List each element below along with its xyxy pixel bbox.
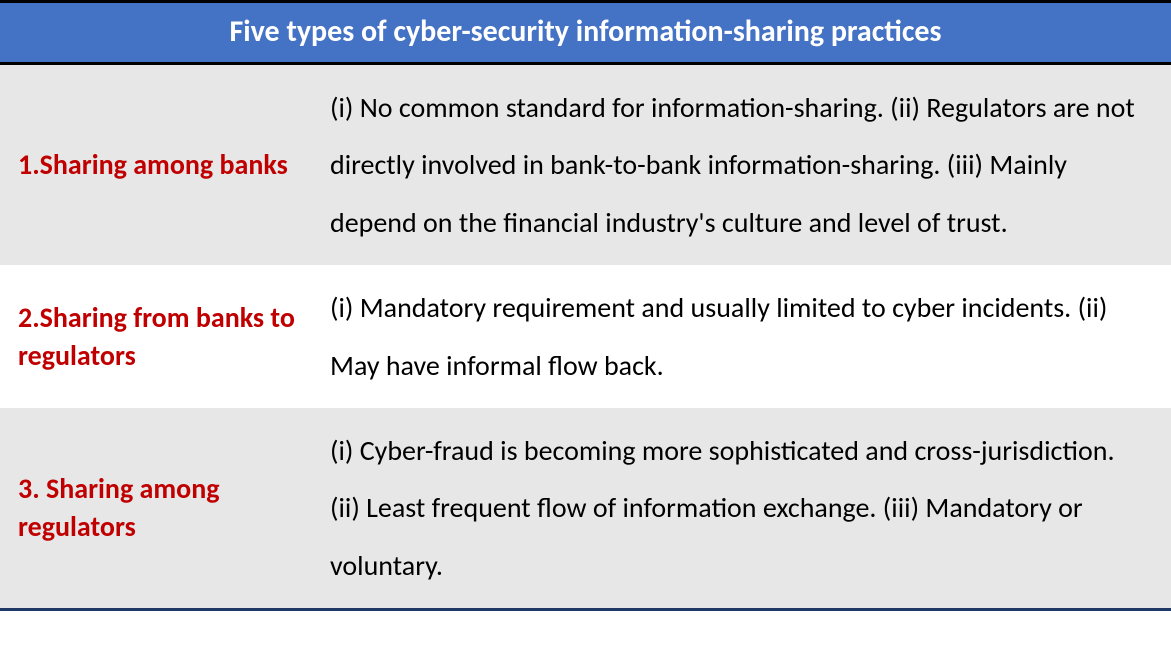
table-row: 3. Sharing among regulators (i) Cyber-fr… [0,408,1171,608]
table-header-text: Five types of cyber-security information… [230,13,942,50]
table-row: 1.Sharing among banks (i) No common stan… [0,65,1171,265]
row-desc: (i) Mandatory requirement and usually li… [320,265,1171,408]
row-label: 3. Sharing among regulators [0,408,320,608]
row-label: 2.Sharing from banks to regulators [0,265,320,408]
table-header: Five types of cyber-security information… [0,3,1171,65]
row-desc: (i) No common standard for information-s… [320,65,1171,265]
row-desc: (i) Cyber-fraud is becoming more sophist… [320,408,1171,608]
row-label: 1.Sharing among banks [0,65,320,265]
table-row: 2.Sharing from banks to regulators (i) M… [0,265,1171,408]
info-table: Five types of cyber-security information… [0,0,1171,611]
